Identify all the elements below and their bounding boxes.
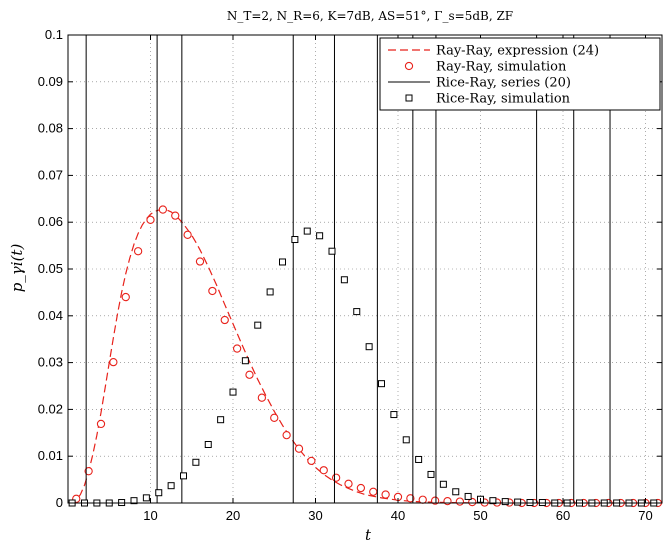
rice-ray-sim-point bbox=[390, 411, 398, 419]
rice-ray-sim-point bbox=[427, 470, 435, 478]
legend-label: Rice-Ray, series (20) bbox=[436, 76, 571, 91]
rice-ray-sim-point bbox=[452, 488, 460, 496]
ray-ray-sim-point bbox=[381, 490, 390, 499]
ray-ray-sim-point bbox=[245, 370, 254, 379]
rice-ray-sim-point bbox=[439, 480, 447, 488]
series-1 bbox=[72, 205, 663, 508]
rice-ray-sim-point bbox=[142, 494, 150, 502]
y-tick-label: 0.02 bbox=[38, 401, 63, 416]
ray-ray-sim-point bbox=[146, 215, 155, 225]
y-tick-label: 0.03 bbox=[38, 355, 63, 370]
rice-ray-sim-point bbox=[217, 416, 225, 424]
y-tick-label: 0.04 bbox=[38, 308, 63, 323]
ray-ray-sim-point bbox=[195, 257, 205, 266]
rice-ray-sim-point bbox=[229, 388, 237, 396]
ray-ray-sim-point bbox=[344, 479, 353, 488]
rice-ray-sim-point bbox=[204, 441, 212, 448]
y-tick-label: 0.06 bbox=[38, 214, 63, 229]
y-tick-label: 0.08 bbox=[38, 121, 63, 136]
x-axis-label: t bbox=[365, 526, 372, 544]
ray-ray-sim-point bbox=[171, 211, 180, 220]
legend-label: Rice-Ray, simulation bbox=[436, 92, 571, 107]
rice-ray-sim-point bbox=[266, 288, 274, 296]
rice-ray-sim-point bbox=[501, 498, 509, 506]
rice-ray-sim-point bbox=[303, 227, 311, 235]
ray-ray-sim-point bbox=[455, 497, 465, 506]
x-tick-label: 30 bbox=[308, 508, 322, 523]
rice-ray-sim-point bbox=[365, 343, 373, 351]
x-tick-label: 50 bbox=[473, 508, 487, 523]
rice-ray-sim-point bbox=[192, 458, 200, 466]
rice-ray-sim-point bbox=[489, 497, 497, 505]
ray-ray-sim-point bbox=[443, 496, 452, 506]
rice-ray-sim-point bbox=[353, 308, 361, 316]
ray-ray-sim-point bbox=[356, 483, 366, 493]
ray-ray-sim-point bbox=[208, 286, 217, 296]
x-tick-label: 40 bbox=[391, 508, 405, 523]
axis-ticks: 10 20 30 40 50 60 70 0 0.01 0.02 0.03 0.04 0.05 0.06 0… bbox=[38, 27, 662, 523]
ray-ray-sim-point bbox=[133, 247, 143, 256]
series-0 bbox=[68, 208, 662, 504]
x-tick-label: 10 bbox=[143, 508, 157, 523]
rice-ray-sim-point bbox=[514, 498, 522, 506]
grid bbox=[68, 35, 662, 503]
rice-ray-sim-point bbox=[328, 247, 336, 255]
ray-ray-sim-point bbox=[96, 419, 106, 429]
rice-ray-sim-point bbox=[291, 236, 299, 244]
legend-label: Ray-Ray, expression (24) bbox=[436, 44, 599, 59]
rice-ray-sim-point bbox=[340, 276, 348, 284]
ray-ray-sim-point bbox=[319, 466, 328, 475]
ray-ray-sim-point bbox=[183, 230, 192, 239]
rice-ray-sim-point bbox=[279, 258, 286, 266]
ray-ray-sim-point bbox=[121, 292, 130, 302]
rice-ray-sim-point bbox=[254, 321, 262, 329]
ray-ray-sim-point bbox=[232, 344, 242, 353]
ray-ray-expression-line bbox=[68, 208, 662, 504]
ray-ray-sim-point bbox=[84, 467, 93, 476]
x-tick-label: 60 bbox=[556, 508, 570, 523]
rice-ray-sim-point bbox=[316, 232, 324, 240]
x-tick-label: 20 bbox=[226, 508, 240, 523]
rice-ray-sim-point bbox=[402, 436, 410, 444]
ray-ray-sim-point bbox=[270, 413, 279, 422]
chart-title: N_T=2, N_R=6, K=7dB, AS=51°, Γ_s=5dB, ZF bbox=[227, 9, 513, 23]
rice-ray-sim-point bbox=[155, 489, 163, 497]
ray-ray-sim-point bbox=[158, 205, 168, 214]
legend: Ray-Ray, expression (24)Ray-Ray, simulat… bbox=[379, 37, 661, 111]
ray-ray-sim-point bbox=[430, 496, 440, 505]
y-tick-label: 0.01 bbox=[38, 448, 63, 463]
y-tick-label: 0.07 bbox=[38, 167, 63, 182]
legend-swatch-circle bbox=[404, 61, 414, 71]
ray-ray-sim-point bbox=[406, 494, 415, 503]
y-tick-label: 0.09 bbox=[38, 74, 63, 89]
x-tick-label: 70 bbox=[638, 508, 652, 523]
ray-ray-sim-point bbox=[307, 456, 316, 466]
rice-ray-sim-point bbox=[378, 380, 385, 388]
legend-label: Ray-Ray, simulation bbox=[436, 60, 567, 75]
ray-ray-sim-point bbox=[294, 444, 304, 453]
y-tick-label: 0 bbox=[56, 495, 63, 510]
y-tick-label: 0.1 bbox=[45, 27, 63, 42]
rice-ray-sim-point bbox=[180, 472, 187, 480]
rice-ray-sim-point bbox=[130, 497, 138, 505]
legend-swatch-square bbox=[405, 94, 413, 102]
y-axis-label: p_γi(t) bbox=[8, 244, 26, 293]
ray-ray-sim-point bbox=[331, 473, 341, 482]
ray-ray-sim-point bbox=[369, 487, 378, 496]
rice-ray-sim-point bbox=[464, 492, 472, 500]
ray-ray-sim-point bbox=[109, 357, 118, 367]
ray-ray-sim-point bbox=[468, 497, 477, 507]
series-2 bbox=[85, 35, 611, 503]
ray-ray-sim-point bbox=[282, 430, 291, 440]
ray-ray-sim-point bbox=[257, 393, 267, 402]
ray-ray-sim-point bbox=[418, 495, 427, 504]
rice-ray-sim-point bbox=[167, 482, 175, 490]
y-tick-label: 0.05 bbox=[38, 261, 63, 276]
rice-ray-sim-point bbox=[241, 357, 249, 365]
rice-ray-sim-point bbox=[415, 455, 423, 463]
ray-ray-sim-point bbox=[220, 315, 229, 325]
